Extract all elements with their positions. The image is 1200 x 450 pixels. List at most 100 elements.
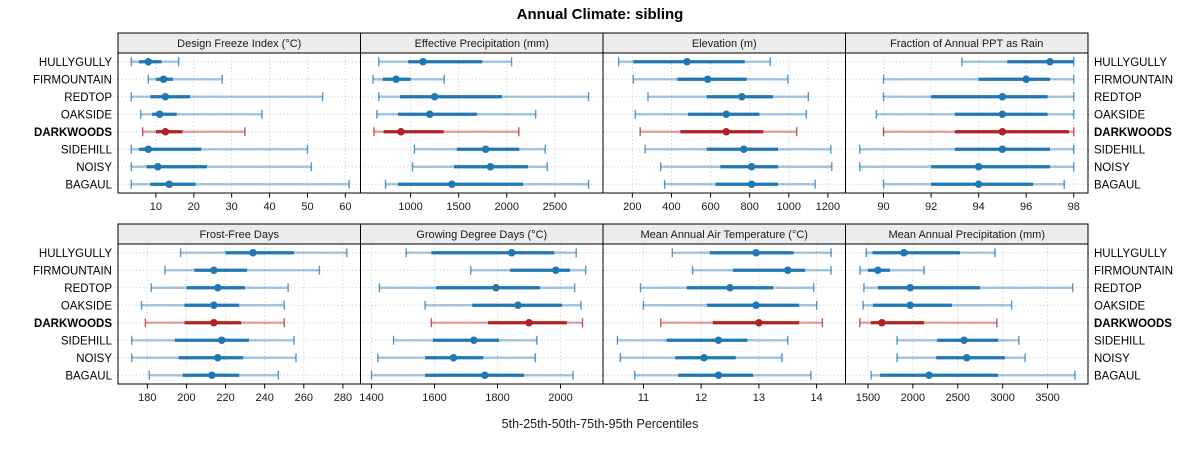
site-row-oakside [642,300,818,310]
median-dot [783,266,792,275]
site-label-right: HULLYGULLY [1094,57,1167,69]
median-dot [165,180,173,189]
axis-tick-label: 1800 [485,392,509,404]
x-axis: 1000 1500 2000 2500 [398,193,567,213]
site-row-darkwoods [660,318,824,328]
median-dot [998,127,1007,136]
site-row-hullygully [130,57,180,67]
axis-tick-label: 2500 [543,201,567,213]
axis-tick-label: 2500 [946,392,970,404]
x-axis-caption: 5th-25th-50th-75th-95th Percentiles [501,417,699,431]
median-dot [159,75,168,84]
axis-tick-label: 50 [301,201,313,213]
median-dot [210,266,218,275]
site-row-noisy [859,162,1075,172]
site-label-right: FIRMOUNTAIN [1094,265,1173,277]
strip-title: Fraction of Annual PPT as Rain [890,38,1043,50]
site-row-redtop [639,283,815,293]
median-dot [752,248,760,257]
axis-tick-label: 800 [740,201,758,213]
site-row-darkwoods [639,127,798,137]
site-label-left: BAGAUL [65,179,112,191]
gridlines [603,244,846,384]
site-row-hullygully [405,248,577,258]
site-row-hullygully [179,248,348,258]
site-label-left: NOISY [76,162,112,174]
site-label-left: SIDEHILL [61,144,113,156]
axis-tick-label: 220 [216,392,234,404]
chart-title: Annual Climate: sibling [516,6,684,23]
site-row-darkwoods [430,318,584,328]
median-dot [726,283,734,292]
axis-tick-label: 12 [695,392,707,404]
median-dot [507,248,516,257]
median-dot [213,283,222,292]
panel-mean-annual-precipitation-mm: 1500 2000 2500 3000 3500 Mean Annual Precipit… [845,223,1096,404]
site-label-left: BAGAUL [65,370,112,382]
site-row-oakside [376,109,537,119]
site-label-right: DARKWOODS [1094,318,1172,330]
site-row-sidehill [644,144,832,154]
site-label-left: DARKWOODS [34,318,112,330]
site-row-redtop [882,92,1075,102]
axis-tick-label: 20 [188,201,200,213]
axis-tick-label: 1400 [359,392,383,404]
axis-tick-label: 200 [177,392,195,404]
axis-tick-label: 240 [255,392,273,404]
axis-tick-label: 98 [1068,201,1080,213]
site-row-firmountain [164,265,321,275]
x-axis: 1400 1600 1800 2000 [359,384,573,404]
panel-strip: Mean Annual Air Temperature (°C) [602,223,846,245]
median-dot [962,353,971,362]
axis-tick-label: 2000 [495,201,519,213]
site-row-bagaul [384,179,590,189]
axis-tick-label: 600 [701,201,719,213]
axis-tick-label: 1000 [398,201,422,213]
gridlines [360,244,603,384]
site-label-right: FIRMOUNTAIN [1094,74,1173,86]
site-row-sidehill [130,335,295,345]
x-axis: 1500 2000 2500 3000 3500 [856,384,1060,404]
median-dot [974,180,983,189]
gridlines [603,53,846,193]
panel-strip: Mean Annual Precipitation (mm) [845,223,1089,245]
site-label-right: SIDEHILL [1094,335,1146,347]
median-dot [874,266,882,275]
site-row-noisy [411,162,548,172]
median-dot [210,318,218,327]
site-row-oakside [862,300,1013,310]
site-row-hullygully [378,57,513,67]
axis-tick-label: 1600 [422,392,446,404]
median-dot [747,162,756,171]
site-label-right: SIDEHILL [1094,144,1146,156]
strip-title: Growing Degree Days (°C) [416,229,547,241]
x-axis: 10 20 30 40 50 60 [150,193,351,213]
panel-strip: Design Freeze Index (°C) [117,32,361,54]
gridlines [110,244,361,384]
site-row-noisy [619,353,783,363]
median-dot [448,180,456,189]
site-row-bagaul [130,179,350,189]
site-row-bagaul [882,179,1065,189]
median-dot [155,110,164,119]
median-dot [481,371,489,380]
site-row-firmountain [882,74,1075,84]
median-dot [738,92,746,101]
axis-tick-label: 200 [623,201,641,213]
site-label-right: BAGAUL [1094,370,1141,382]
axis-tick-label: 280 [334,392,352,404]
site-label-left: REDTOP [64,283,112,295]
median-dot [397,127,405,136]
axis-tick-label: 2000 [901,392,925,404]
axis-tick-label: 1500 [856,392,880,404]
panel-strip: Fraction of Annual PPT as Rain [845,32,1089,54]
site-label-right: REDTOP [1094,283,1142,295]
site-label-left: OAKSIDE [61,109,112,121]
median-dot [481,145,490,154]
axis-tick-label: 90 [877,201,889,213]
median-dot [449,353,458,362]
site-row-darkwoods [373,127,520,137]
median-dot [703,75,712,84]
site-label-left: REDTOP [64,92,112,104]
panel-strip: Elevation (m) [602,32,846,54]
